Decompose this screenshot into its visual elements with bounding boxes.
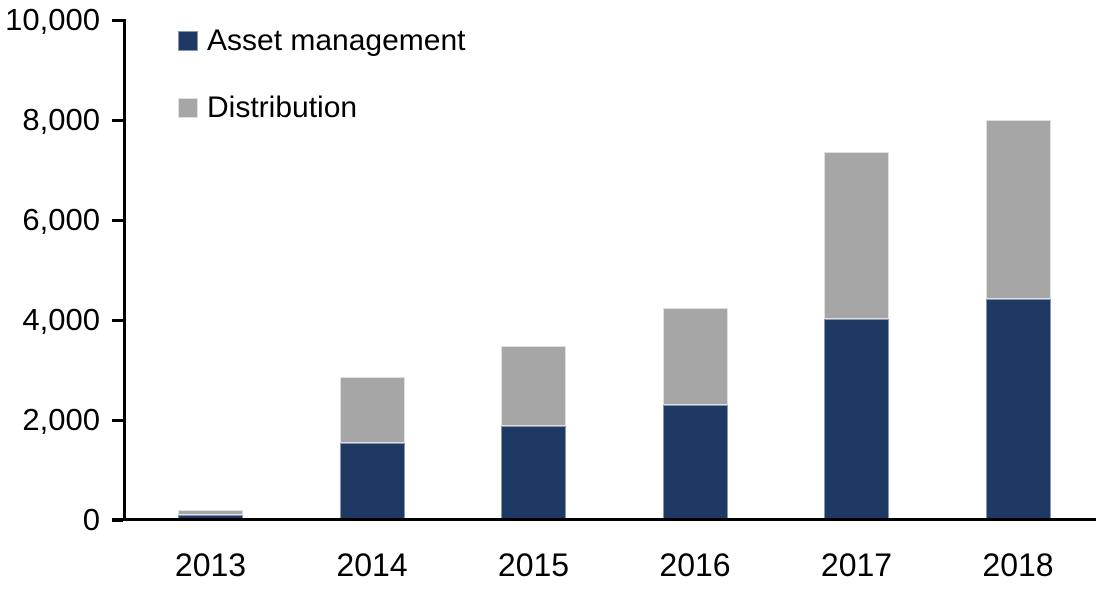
x-axis-label: 2013 <box>174 547 247 583</box>
legend-label-distribution: Distribution <box>207 91 358 124</box>
y-axis-tick <box>112 318 123 322</box>
bar-2015-asset-management <box>501 425 566 520</box>
bar-2015-distribution <box>501 346 566 426</box>
y-axis-label: 10,000 <box>5 2 100 37</box>
y-axis-tick <box>112 18 123 22</box>
x-axis-label: 2014 <box>336 547 408 583</box>
y-axis-label: 2,000 <box>22 402 100 437</box>
bar-2018-asset-management <box>985 299 1051 520</box>
legend-item-asset-management: Asset management <box>178 26 465 56</box>
y-axis-label: 4,000 <box>22 302 100 337</box>
y-axis-label: 0 <box>82 502 100 537</box>
legend-label-asset-management: Asset management <box>207 24 466 57</box>
y-axis-tick <box>112 118 123 122</box>
y-axis-tick <box>112 218 123 222</box>
bar-2017-asset-management <box>824 318 889 520</box>
x-axis-label: 2015 <box>497 547 570 583</box>
legend-item-distribution: Distribution <box>178 93 357 123</box>
x-axis-label: 2016 <box>659 547 731 583</box>
bar-2014-asset-management <box>339 442 405 520</box>
x-axis-label: 2018 <box>982 547 1054 583</box>
y-axis-label: 8,000 <box>22 102 100 137</box>
bar-2018-distribution <box>985 120 1051 299</box>
y-axis-tick <box>112 418 123 422</box>
x-axis-line <box>112 518 1096 521</box>
bar-2014-distribution <box>339 376 405 443</box>
legend-swatch-asset-management <box>178 31 198 51</box>
bar-2016-asset-management <box>662 404 728 520</box>
legend-swatch-distribution <box>178 98 198 118</box>
bar-2017-distribution <box>824 152 889 319</box>
x-axis-label: 2017 <box>820 547 893 583</box>
y-axis-label: 6,000 <box>22 202 100 237</box>
bar-2013-distribution <box>178 510 243 515</box>
y-axis-line <box>123 19 126 521</box>
bar-2016-distribution <box>662 307 728 405</box>
